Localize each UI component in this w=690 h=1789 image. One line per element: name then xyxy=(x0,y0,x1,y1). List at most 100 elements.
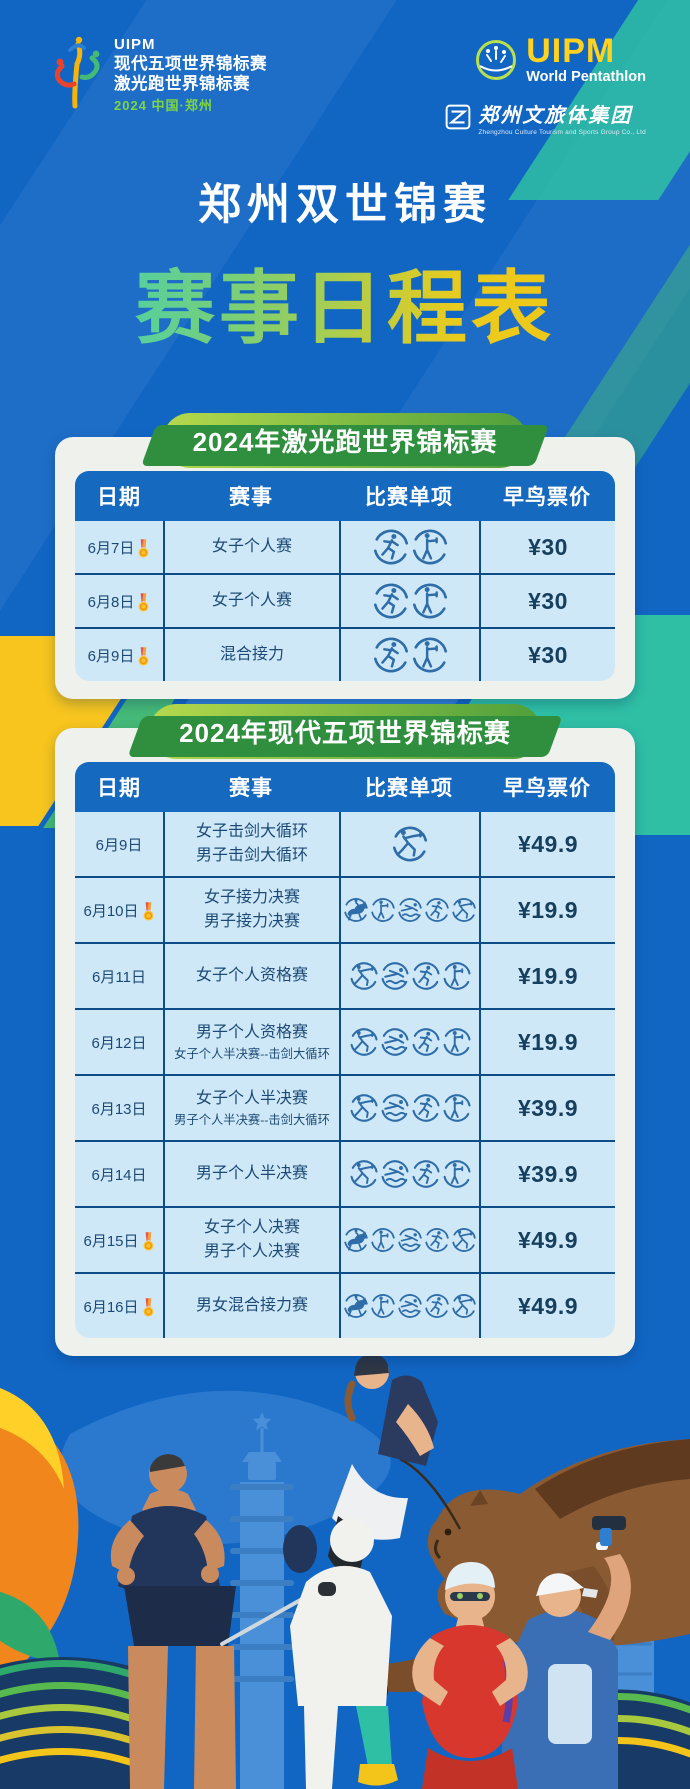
laser-run-runner-icon xyxy=(425,898,449,922)
column-header: 早鸟票价 xyxy=(503,486,591,509)
event-name: 男子个人资格赛 xyxy=(195,1023,308,1041)
date-label: 6月14日 xyxy=(91,1166,147,1184)
table-row: 6月14日 男子个人半决赛 ¥39.9 xyxy=(75,1140,615,1206)
equestrian-riding-icon xyxy=(344,898,368,922)
gold-medal-icon xyxy=(138,592,149,612)
early-bird-price: ¥49.9 xyxy=(479,1274,615,1338)
equestrian-riding-icon xyxy=(344,1294,368,1318)
early-bird-price: ¥39.9 xyxy=(479,1076,615,1140)
fencing-icon xyxy=(349,1094,378,1122)
swimming-icon xyxy=(398,1294,422,1318)
laser-pistol-shooting-icon xyxy=(371,898,395,922)
event-cell: 女子个人赛 xyxy=(163,575,339,627)
gold-medal-icon xyxy=(143,901,153,921)
early-bird-price: ¥19.9 xyxy=(479,1010,615,1074)
laser-run-runner-icon xyxy=(411,1160,440,1188)
date-cell: 6月11日 xyxy=(75,944,163,1008)
pagoda-tower xyxy=(230,1412,294,1789)
date-label: 6月10日 xyxy=(83,902,139,920)
date-cell: 6月14日 xyxy=(75,1142,163,1206)
date-label: 6月8日 xyxy=(87,593,135,611)
sport-icons-cell xyxy=(339,944,479,1008)
sport-icons-cell xyxy=(339,1274,479,1338)
fencing-icon xyxy=(452,898,476,922)
laser-pistol-shooting-icon xyxy=(442,1160,471,1188)
date-cell: 6月9日 xyxy=(75,629,163,681)
sport-icons-cell xyxy=(339,1208,479,1272)
laser-run-runner-icon xyxy=(425,1294,449,1318)
laser-pistol-shooting-icon xyxy=(371,1294,395,1318)
equestrian-riding-icon xyxy=(344,1228,368,1252)
event-name: 男子接力决赛 xyxy=(203,913,300,930)
laser-run-runner-icon xyxy=(373,637,408,673)
column-header: 比赛单项 xyxy=(365,486,453,509)
table-row: 6月12日 男子个人资格赛 女子个人半决赛--击剑大循环 ¥19.9 xyxy=(75,1008,615,1074)
swimming-icon xyxy=(380,1094,409,1122)
date-label: 6月11日 xyxy=(92,968,146,986)
date-cell: 6月9日 xyxy=(75,812,163,876)
column-header: 日期 xyxy=(97,777,141,800)
date-cell: 6月10日 xyxy=(75,878,163,942)
event-name: 男子个人决赛 xyxy=(203,1243,300,1260)
sport-icons-cell xyxy=(339,629,479,681)
pistol-shooter xyxy=(500,1516,631,1789)
group-name: 郑州文旅体集团 xyxy=(478,104,633,127)
laser-pistol-shooting-icon xyxy=(412,529,447,565)
sport-icons-cell xyxy=(339,1010,479,1074)
fencing-icon xyxy=(349,1028,378,1056)
early-bird-price: ¥39.9 xyxy=(479,1142,615,1206)
fencer xyxy=(220,1518,398,1789)
light-blue-wave xyxy=(60,1390,391,1544)
event-cell: 男子个人半决赛 xyxy=(163,1142,339,1206)
table-header-row: 日期 赛事 比赛单项 早鸟票价 xyxy=(75,762,615,812)
event-cell: 女子个人资格赛 xyxy=(163,944,339,1008)
event-name: 女子个人半决赛 xyxy=(195,1089,308,1107)
group-logo: 郑州文旅体集团 Zhengzhou Culture Tourism and Sp… xyxy=(445,99,646,136)
event-cell: 女子接力决赛 男子接力决赛 xyxy=(163,878,339,942)
date-cell: 6月12日 xyxy=(75,1010,163,1074)
event-cell: 女子个人半决赛 男子个人半决赛--击剑大循环 xyxy=(163,1076,339,1140)
date-label: 6月16日 xyxy=(83,1298,139,1316)
laser-run-runner-icon xyxy=(425,1228,449,1252)
date-label: 6月15日 xyxy=(83,1232,139,1250)
uipm-logo: UIPM World Pentathlon xyxy=(474,34,646,85)
uipm-globe-icon xyxy=(476,40,517,81)
event-cell: 女子击剑大循环 男子击剑大循环 xyxy=(163,812,339,876)
table-row: 6月9日 混合接力 ¥30 xyxy=(75,627,615,681)
event-cell: 男女混合接力赛 xyxy=(163,1274,339,1338)
table-row: 6月10日 女子接力决赛 男子接力决赛 ¥19.9 xyxy=(75,876,615,942)
swimming-icon xyxy=(398,1228,422,1252)
table-row: 6月7日 女子个人赛 ¥30 xyxy=(75,521,615,573)
logo-line1: 现代五项世界锦标赛 xyxy=(114,55,267,74)
sport-icons-cell xyxy=(339,1076,479,1140)
laser-pistol-shooting-icon xyxy=(442,1028,471,1056)
header: UIPM 现代五项世界锦标赛 激光跑世界锦标赛 2024 中国·郑州 xyxy=(52,34,646,136)
swimming-icon xyxy=(380,1028,409,1056)
fencing-icon xyxy=(452,1228,476,1252)
event-name: 女子接力决赛 xyxy=(203,889,300,906)
event-name: 女子击剑大循环 xyxy=(195,823,308,840)
date-label: 6月7日 xyxy=(87,539,135,557)
early-bird-price: ¥49.9 xyxy=(479,1208,615,1272)
sport-icons-cell xyxy=(339,1142,479,1206)
table-row: 6月13日 女子个人半决赛 男子个人半决赛--击剑大循环 ¥39.9 xyxy=(75,1074,615,1140)
column-header: 早鸟票价 xyxy=(503,777,591,800)
runner xyxy=(110,1454,236,1789)
title-block: 郑州双世锦赛 赛事日程表 xyxy=(0,170,690,360)
column-header: 赛事 xyxy=(229,777,273,800)
championships-emblem-icon xyxy=(54,36,100,109)
group-z-icon xyxy=(446,104,471,130)
event-cell: 女子个人赛 xyxy=(163,521,339,573)
date-cell: 6月15日 xyxy=(75,1208,163,1272)
event-name: 女子个人决赛 xyxy=(203,1219,300,1236)
date-cell: 6月16日 xyxy=(75,1274,163,1338)
laser-pistol-icon xyxy=(592,1516,626,1546)
sport-icons-cell xyxy=(339,575,479,627)
early-bird-price: ¥49.9 xyxy=(479,812,615,876)
sport-icons-cell xyxy=(339,878,479,942)
table-body: 6月9日 女子击剑大循环 男子击剑大循环 ¥49.9 6月10日 女子接力决赛 男子接力决赛… xyxy=(75,812,615,1338)
laser-run-runner-icon xyxy=(411,1028,440,1056)
laser-pistol-shooting-icon xyxy=(371,1228,395,1252)
event-name: 女子个人资格赛 xyxy=(195,967,308,984)
